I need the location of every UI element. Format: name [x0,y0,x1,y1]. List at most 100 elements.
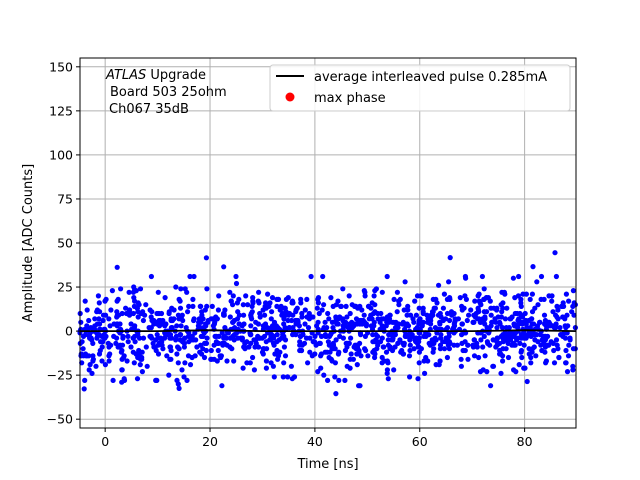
sample-point [532,305,538,311]
sample-point [87,362,93,368]
sample-point [263,358,269,364]
sample-point [90,353,96,359]
x-axis-ticks: 0 20 40 60 80 [101,428,533,449]
sample-point [285,317,291,324]
sample-point [166,372,172,378]
sample-point [152,344,158,350]
sample-point [522,365,528,371]
sample-point [552,323,558,329]
sample-point [304,314,310,320]
legend-dot-marker [285,92,295,102]
sample-point [459,321,465,327]
sample-point [256,300,262,306]
sample-point [509,342,515,348]
sample-point [268,316,274,322]
sample-point [493,319,499,325]
sample-point [253,337,259,343]
sample-point [182,360,188,366]
sample-point [154,332,160,338]
sample-point [509,314,515,320]
sample-point [153,377,159,383]
sample-point [130,289,136,295]
sample-point [418,346,424,352]
sample-point [391,296,397,302]
sample-point [280,374,286,380]
sample-point [118,286,124,292]
sample-point [175,312,181,318]
sample-point [163,321,169,327]
sample-point [513,369,519,375]
sample-point [102,362,108,368]
sample-point [249,316,255,322]
sample-point [302,307,308,313]
sample-point [336,377,342,383]
sample-point [543,358,550,364]
sample-point [250,354,256,361]
sample-point [572,346,578,352]
sample-point [548,339,554,345]
sample-point [81,386,87,392]
sample-point [290,325,296,331]
sample-point [368,312,374,318]
sample-point [269,295,276,301]
sample-point [103,312,109,318]
sample-point [462,273,468,280]
sample-point [521,335,527,341]
sample-point [389,319,396,325]
sample-point [444,296,450,302]
sample-point [244,339,250,345]
sample-point [106,353,112,359]
sample-point [518,300,524,306]
sample-point [95,293,101,299]
sample-point [333,337,339,343]
sample-point [373,332,379,338]
sample-point [114,298,120,304]
sample-point [332,374,338,380]
sample-point [379,289,385,295]
sample-point [352,342,358,348]
sample-point [93,363,99,369]
sample-point [281,321,287,327]
sample-point [289,376,295,382]
x-tick-label: 60 [412,434,428,449]
sample-point [522,310,528,317]
sample-point [385,360,391,366]
sample-point [126,289,132,295]
sample-point [537,319,543,325]
sample-point [532,337,538,343]
annotation-line-2: Board 503 25ohm [110,85,227,100]
sample-point [184,377,190,383]
sample-point [125,333,131,339]
sample-point [370,349,376,355]
sample-point [352,303,358,309]
sample-point [240,302,246,308]
sample-point [281,316,287,322]
sample-point [250,295,256,301]
sample-point [174,377,180,383]
sample-point [444,310,451,317]
sample-point [347,310,353,317]
sample-point [197,303,203,309]
sample-point [495,335,501,341]
sample-point [102,335,108,341]
sample-point [391,367,397,373]
sample-point [139,349,145,355]
sample-point [416,305,422,311]
sample-point [110,377,116,383]
sample-point [174,323,180,329]
sample-point [350,356,356,362]
sample-point [315,300,321,306]
sample-point [177,305,184,311]
sample-point [221,264,227,270]
sample-point [343,303,349,309]
sample-point [148,314,154,320]
sample-point [372,288,378,294]
sample-point [527,296,533,302]
sample-point [515,293,522,299]
sample-point [447,255,453,261]
sample-point [290,300,296,306]
sample-point [461,305,467,311]
sample-point [401,342,407,348]
sample-point [148,333,154,339]
sample-point [181,374,187,380]
